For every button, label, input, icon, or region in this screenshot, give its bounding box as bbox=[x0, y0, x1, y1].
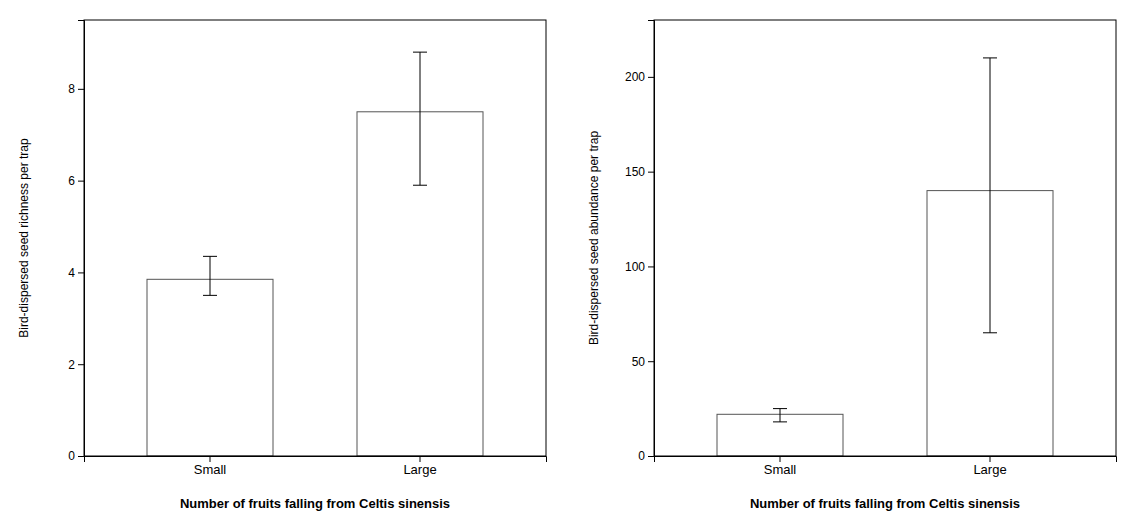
y-tick: 4 bbox=[68, 266, 84, 280]
x-axis-title: Number of fruits falling from Celtis sin… bbox=[750, 496, 1020, 511]
error-cap-high bbox=[773, 408, 787, 409]
y-tick-label: 100 bbox=[625, 260, 645, 274]
x-tick: Small bbox=[194, 456, 227, 477]
y-tick-mark bbox=[648, 266, 654, 267]
x-tick-mark bbox=[990, 456, 991, 462]
y-tick-mark bbox=[648, 172, 654, 173]
marks bbox=[717, 58, 1053, 456]
bar bbox=[147, 279, 273, 456]
panel: 0 50 100 150 200 Small Large Number of fruits f… bbox=[587, 20, 1117, 511]
x-axis-line bbox=[655, 457, 1117, 463]
y-tick: 100 bbox=[625, 260, 654, 274]
y-tick-mark bbox=[648, 77, 654, 78]
y-axis: 0 50 100 150 200 bbox=[625, 21, 655, 464]
y-axis-title: Bird-dispersed seed abundance per trap bbox=[587, 131, 601, 345]
y-axis-line bbox=[78, 21, 85, 457]
y-tick-label: 50 bbox=[632, 355, 646, 369]
error-cap-high bbox=[203, 256, 217, 257]
x-axis-line bbox=[85, 457, 547, 463]
error-cap-low bbox=[413, 185, 427, 186]
y-tick-mark bbox=[78, 181, 84, 182]
y-tick-label: 6 bbox=[68, 174, 75, 188]
x-tick: Large bbox=[973, 456, 1006, 477]
y-tick-mark bbox=[648, 361, 654, 362]
y-tick: 50 bbox=[632, 355, 654, 369]
y-tick-label: 0 bbox=[68, 449, 75, 463]
error-line bbox=[780, 409, 781, 422]
error-line bbox=[210, 256, 211, 295]
y-tick: 150 bbox=[625, 165, 654, 179]
y-tick-mark bbox=[78, 456, 84, 457]
y-tick-label: 150 bbox=[625, 165, 645, 179]
plot-frame bbox=[654, 20, 1116, 456]
x-tick-mark bbox=[420, 456, 421, 462]
y-tick-mark bbox=[78, 272, 84, 273]
y-tick: 8 bbox=[68, 82, 84, 96]
error-bar bbox=[983, 58, 997, 333]
error-cap-low bbox=[203, 295, 217, 296]
y-axis: 0 2 4 6 8 bbox=[68, 21, 84, 464]
y-tick-mark bbox=[78, 89, 84, 90]
y-tick: 200 bbox=[625, 70, 654, 84]
error-cap-low bbox=[983, 332, 997, 333]
y-tick-label: 4 bbox=[68, 266, 75, 280]
x-tick-label: Large bbox=[403, 462, 436, 477]
y-tick-mark bbox=[78, 364, 84, 365]
error-cap-low bbox=[773, 421, 787, 422]
y-axis-line bbox=[648, 21, 655, 457]
x-axis: Small Large bbox=[85, 456, 547, 477]
error-cap-high bbox=[983, 57, 997, 58]
error-line bbox=[990, 58, 991, 333]
y-tick: 0 bbox=[638, 449, 654, 463]
x-tick-label: Large bbox=[973, 462, 1006, 477]
y-tick-label: 200 bbox=[625, 70, 645, 84]
y-tick-mark bbox=[648, 456, 654, 457]
error-bar bbox=[413, 52, 427, 185]
panel: 0 2 4 6 8 Small Large Number of fruits falling … bbox=[17, 20, 547, 511]
error-cap-high bbox=[413, 52, 427, 53]
x-tick-label: Small bbox=[194, 462, 227, 477]
x-axis: Small Large bbox=[655, 456, 1117, 477]
x-tick: Large bbox=[403, 456, 436, 477]
error-bar bbox=[203, 256, 217, 295]
x-tick-mark bbox=[780, 456, 781, 462]
y-tick-label: 0 bbox=[638, 449, 645, 463]
y-tick: 2 bbox=[68, 358, 84, 372]
x-tick: Small bbox=[764, 456, 797, 477]
y-tick-label: 8 bbox=[68, 82, 75, 96]
x-tick-label: Small bbox=[764, 462, 797, 477]
plot-frame bbox=[84, 20, 546, 456]
marks bbox=[147, 52, 483, 456]
y-tick: 6 bbox=[68, 174, 84, 188]
y-tick: 0 bbox=[68, 449, 84, 463]
y-axis-title: Bird-dispersed seed richness per trap bbox=[17, 138, 31, 338]
x-tick-mark bbox=[210, 456, 211, 462]
x-axis-title: Number of fruits falling from Celtis sin… bbox=[180, 496, 450, 511]
chart: 0 2 4 6 8 Small Large Number of fruits falling … bbox=[0, 0, 1140, 528]
y-tick-label: 2 bbox=[68, 358, 75, 372]
error-bar bbox=[773, 409, 787, 422]
error-line bbox=[420, 52, 421, 185]
